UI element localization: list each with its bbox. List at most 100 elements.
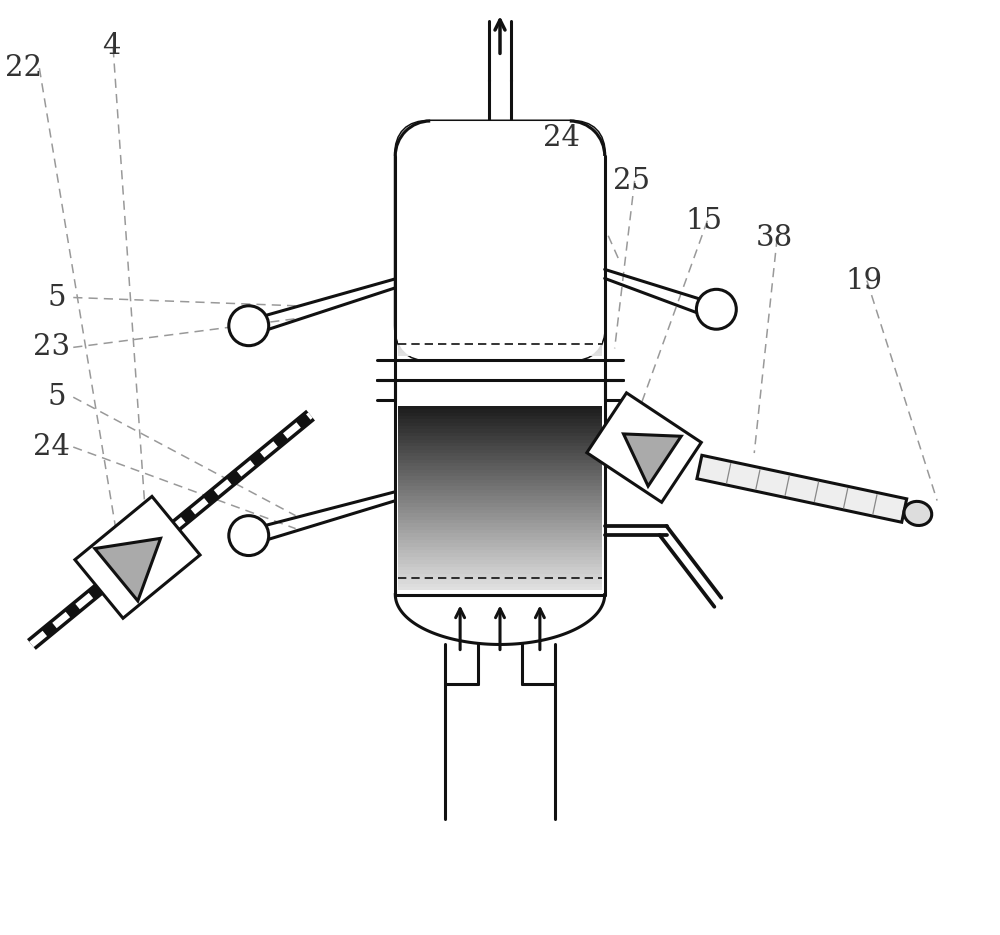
Text: 5: 5 xyxy=(47,383,66,411)
Bar xyxy=(398,507,602,510)
Text: 5: 5 xyxy=(47,283,66,311)
Circle shape xyxy=(229,306,269,346)
Bar xyxy=(398,289,602,291)
Bar xyxy=(398,222,602,224)
Bar xyxy=(398,533,602,537)
Bar xyxy=(398,230,602,232)
Bar xyxy=(398,537,602,540)
Bar xyxy=(398,530,602,533)
Bar xyxy=(398,524,602,526)
Bar xyxy=(398,329,602,331)
Bar xyxy=(398,249,602,251)
Bar xyxy=(398,272,602,275)
Polygon shape xyxy=(95,539,161,601)
Bar xyxy=(398,570,602,573)
Bar xyxy=(398,480,602,483)
Bar xyxy=(398,423,602,426)
Bar xyxy=(398,526,602,530)
Bar xyxy=(398,318,602,321)
Bar xyxy=(398,321,602,324)
Bar xyxy=(398,567,602,570)
Bar xyxy=(398,513,602,517)
Text: 38: 38 xyxy=(756,223,793,252)
Bar xyxy=(398,240,602,243)
Bar xyxy=(398,433,602,436)
Bar xyxy=(398,275,602,278)
Bar xyxy=(398,500,602,503)
Bar xyxy=(398,426,602,429)
Bar xyxy=(398,324,602,326)
Bar xyxy=(398,294,602,296)
Bar xyxy=(398,520,602,524)
Bar xyxy=(398,446,602,450)
Bar xyxy=(398,302,602,305)
Bar xyxy=(398,439,602,443)
Bar xyxy=(398,587,602,590)
Bar xyxy=(398,564,602,567)
Bar xyxy=(398,443,602,446)
Bar xyxy=(398,299,602,302)
FancyBboxPatch shape xyxy=(395,121,605,360)
Bar xyxy=(398,278,602,280)
Bar xyxy=(398,351,602,352)
Bar xyxy=(398,583,602,587)
Bar xyxy=(398,550,602,554)
Bar xyxy=(398,467,602,469)
Bar xyxy=(398,406,602,410)
Bar xyxy=(398,560,602,564)
Bar xyxy=(398,232,602,235)
Bar xyxy=(398,517,602,520)
Bar xyxy=(398,483,602,486)
Circle shape xyxy=(229,516,269,555)
Bar xyxy=(398,283,602,286)
Bar xyxy=(398,262,602,265)
Bar xyxy=(398,296,602,299)
Bar xyxy=(398,486,602,490)
Text: 24: 24 xyxy=(33,433,70,461)
Bar xyxy=(398,270,602,272)
Bar xyxy=(398,224,602,227)
Bar xyxy=(398,337,602,339)
Bar xyxy=(398,339,602,342)
Polygon shape xyxy=(75,496,200,618)
Bar xyxy=(398,543,602,547)
Bar xyxy=(398,412,602,416)
Bar xyxy=(398,348,602,351)
Text: 22: 22 xyxy=(5,54,42,82)
FancyBboxPatch shape xyxy=(395,121,605,360)
Bar xyxy=(398,237,602,240)
Bar xyxy=(398,253,602,256)
Bar xyxy=(398,265,602,267)
Bar xyxy=(398,308,602,310)
Bar xyxy=(398,291,602,294)
Polygon shape xyxy=(587,393,701,502)
Bar xyxy=(398,473,602,476)
Bar xyxy=(398,315,602,318)
Text: 24: 24 xyxy=(543,124,580,152)
Bar xyxy=(398,577,602,581)
Bar xyxy=(398,345,602,348)
Bar xyxy=(398,476,602,480)
Ellipse shape xyxy=(904,501,932,525)
Bar xyxy=(398,554,602,557)
Bar xyxy=(398,453,602,456)
Bar xyxy=(398,326,602,329)
Bar xyxy=(398,227,602,230)
Text: 23: 23 xyxy=(33,334,70,361)
Polygon shape xyxy=(624,434,681,486)
Bar xyxy=(398,450,602,453)
Bar xyxy=(398,310,602,312)
Bar xyxy=(398,280,602,283)
Bar xyxy=(398,352,602,355)
Bar xyxy=(398,410,602,412)
Bar xyxy=(398,573,602,577)
Bar xyxy=(398,235,602,237)
Bar xyxy=(398,420,602,423)
Bar xyxy=(398,496,602,500)
Bar xyxy=(398,469,602,473)
Bar xyxy=(398,436,602,439)
Bar xyxy=(398,243,602,246)
Circle shape xyxy=(696,289,736,329)
Bar xyxy=(398,460,602,463)
Bar xyxy=(398,331,602,334)
